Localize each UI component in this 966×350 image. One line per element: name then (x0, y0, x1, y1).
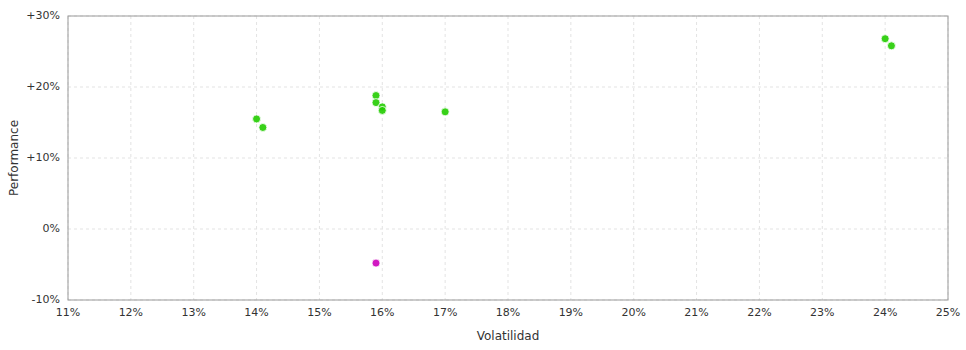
y-tick-label: +10% (26, 151, 60, 164)
x-grid-line (319, 16, 320, 300)
y-tick-label: 0% (43, 222, 60, 235)
y-tick-label: +20% (26, 80, 60, 93)
x-tick-label: 21% (684, 306, 708, 319)
point (259, 123, 267, 131)
x-tick-label: 25% (936, 306, 960, 319)
x-grid-line (570, 16, 571, 300)
y-axis-label: Performance (7, 120, 21, 196)
y-grid-line (68, 87, 948, 88)
x-tick-label: 20% (621, 306, 645, 319)
x-tick-label: 23% (810, 306, 834, 319)
series (253, 35, 896, 132)
grid (68, 16, 948, 300)
x-tick-label: 22% (747, 306, 771, 319)
x-tick-label: 14% (244, 306, 268, 319)
x-grid-line (445, 16, 446, 300)
plot-frame (68, 16, 948, 300)
x-grid-line (696, 16, 697, 300)
x-tick-label: 11% (56, 306, 80, 319)
x-axis-label: Volatilidad (477, 329, 540, 343)
point (372, 259, 380, 267)
x-tick-label: 19% (559, 306, 583, 319)
plot-area (68, 16, 948, 300)
x-tick-label: 24% (873, 306, 897, 319)
series (372, 259, 380, 267)
point (881, 35, 889, 43)
x-tick-label: 15% (307, 306, 331, 319)
x-tick-label: 18% (496, 306, 520, 319)
x-grid-line (822, 16, 823, 300)
chart: 11% 12% 13% 14% 15% 16% 17% 18% 19% 20% 21% 22% 23% 2… (0, 0, 966, 350)
point (253, 115, 261, 123)
point (441, 108, 449, 116)
y-grid-line (68, 229, 948, 230)
point (887, 42, 895, 50)
x-tick-label: 17% (433, 306, 457, 319)
x-tick-label: 12% (119, 306, 143, 319)
x-tick-label: 16% (370, 306, 394, 319)
points (253, 35, 896, 267)
axes: 11% 12% 13% 14% 15% 16% 17% 18% 19% 20% 21% 22% 23% 2… (7, 9, 960, 343)
point (378, 106, 386, 114)
y-tick-label: +30% (26, 9, 60, 22)
x-tick-label: 13% (181, 306, 205, 319)
y-grid-line (68, 158, 948, 159)
y-tick-label: -10% (32, 293, 60, 306)
